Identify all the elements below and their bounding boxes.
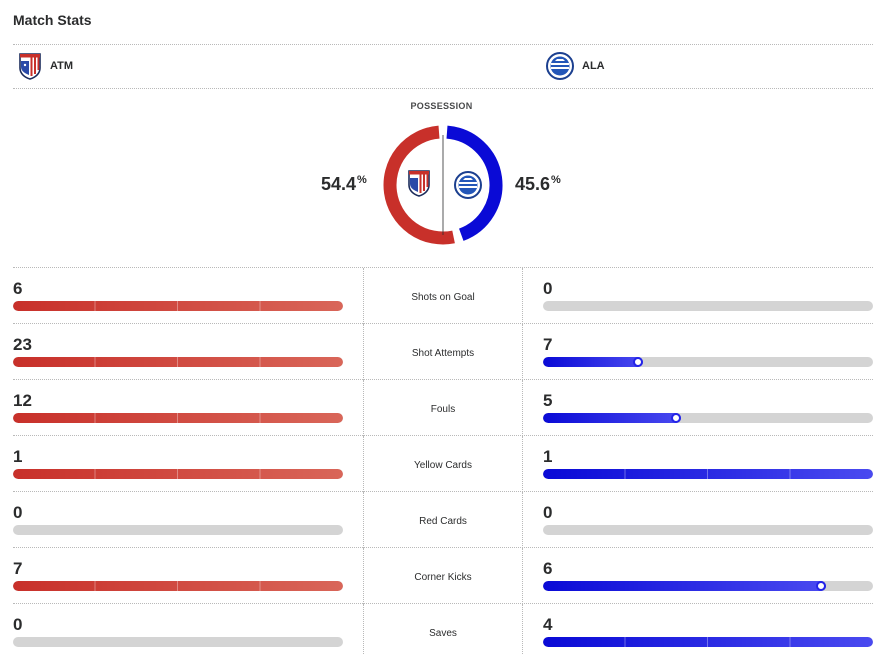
away-stat-value: 0: [543, 279, 553, 298]
away-stat-value: 7: [543, 335, 553, 354]
home-stat-bar: [13, 469, 343, 479]
away-possession: 45.6%: [515, 174, 561, 194]
away-stat-bar-fill: [543, 637, 873, 647]
home-team[interactable]: ATM: [18, 52, 73, 80]
home-stat-value: 0: [13, 615, 23, 634]
stat-label: Yellow Cards: [363, 436, 523, 492]
home-stat-value: 7: [13, 559, 23, 578]
divider: [13, 44, 873, 45]
home-stat-value: 0: [13, 503, 23, 522]
away-stat-bar-fill: [543, 581, 826, 591]
away-stat-bar: [543, 301, 873, 311]
divider: [13, 88, 873, 89]
home-stat-value: 12: [13, 391, 32, 410]
away-stat-bar: [543, 413, 873, 423]
away-stat-bar: [543, 581, 873, 591]
away-stat-bar: [543, 469, 873, 479]
away-stat-bar: [543, 637, 873, 647]
possession-label: POSSESSION: [410, 101, 473, 111]
alaves-crest-icon: [454, 171, 482, 199]
home-possession: 54.4%: [321, 174, 367, 194]
home-stat-bar-fill: [13, 301, 343, 311]
home-stat-bar: [13, 413, 343, 423]
away-stat-bar-fill: [543, 469, 873, 479]
page-title: Match Stats: [13, 12, 92, 28]
away-team-abbr: ALA: [582, 60, 605, 72]
stat-label: Saves: [363, 604, 523, 655]
stat-label: Red Cards: [363, 492, 523, 548]
alaves-crest-icon: [546, 52, 574, 80]
away-stat-bar-fill: [543, 413, 681, 423]
home-stat-bar: [13, 637, 343, 647]
away-stat-bar: [543, 357, 873, 367]
home-stat-value: 1: [13, 447, 23, 466]
away-stat-value: 0: [543, 503, 553, 522]
home-stat-value: 6: [13, 279, 23, 298]
home-stat-bar-fill: [13, 581, 343, 591]
away-possession-arc: [446, 125, 503, 241]
stat-label: Shot Attempts: [363, 324, 523, 380]
stat-row: 7 Corner Kicks 6: [13, 547, 873, 604]
home-stat-value: 23: [13, 335, 32, 354]
stat-row: 12 Fouls 5: [13, 379, 873, 436]
stat-row: 1 Yellow Cards 1: [13, 435, 873, 492]
home-stat-bar: [13, 301, 343, 311]
stat-row: 23 Shot Attempts 7: [13, 323, 873, 380]
home-stat-bar: [13, 525, 343, 535]
home-stat-bar: [13, 581, 343, 591]
stat-label: Shots on Goal: [363, 268, 523, 324]
stat-row: 0 Red Cards 0: [13, 491, 873, 548]
home-team-abbr: ATM: [50, 60, 74, 72]
home-stat-bar-fill: [13, 413, 343, 423]
away-stat-value: 5: [543, 391, 553, 410]
home-stat-bar-fill: [13, 357, 343, 367]
stat-row: 0 Saves 4: [13, 603, 873, 655]
away-stat-value: 1: [543, 447, 553, 466]
away-stat-bar-fill: [543, 357, 644, 367]
away-stat-bar: [543, 525, 873, 535]
away-stat-value: 6: [543, 559, 553, 578]
stat-row: 6 Shots on Goal 0: [13, 267, 873, 324]
home-possession-arc: [383, 125, 455, 245]
stat-label: Fouls: [363, 380, 523, 436]
away-team[interactable]: ALA: [546, 52, 605, 80]
atletico-crest-icon: [408, 170, 430, 197]
stat-label: Corner Kicks: [363, 548, 523, 604]
atletico-crest-icon: [18, 52, 42, 80]
possession-donut: [383, 125, 503, 245]
home-stat-bar-fill: [13, 469, 343, 479]
away-stat-value: 4: [543, 615, 553, 634]
home-stat-bar: [13, 357, 343, 367]
